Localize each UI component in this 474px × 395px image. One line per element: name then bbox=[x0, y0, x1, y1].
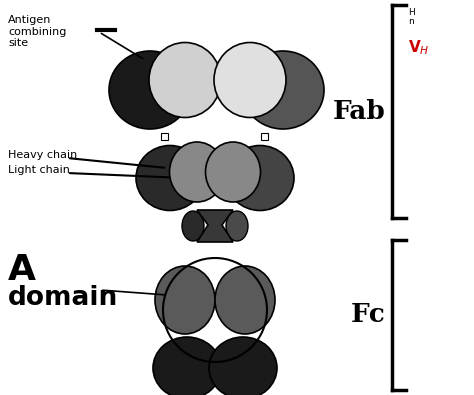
Text: Light chain: Light chain bbox=[8, 165, 70, 175]
Ellipse shape bbox=[214, 43, 286, 117]
Ellipse shape bbox=[149, 43, 221, 117]
Ellipse shape bbox=[153, 337, 221, 395]
Ellipse shape bbox=[209, 337, 277, 395]
Text: Fab: Fab bbox=[333, 99, 386, 124]
Ellipse shape bbox=[226, 145, 294, 211]
Text: Antigen
combining
site: Antigen combining site bbox=[8, 15, 66, 48]
Ellipse shape bbox=[182, 211, 204, 241]
Text: V$_H$: V$_H$ bbox=[408, 39, 429, 57]
Ellipse shape bbox=[226, 211, 248, 241]
Text: H
n: H n bbox=[408, 8, 415, 26]
Text: Heavy chain: Heavy chain bbox=[8, 150, 77, 160]
Ellipse shape bbox=[215, 266, 275, 334]
Text: Fc: Fc bbox=[351, 303, 386, 327]
Bar bbox=[161, 133, 168, 140]
Bar bbox=[261, 133, 268, 140]
Ellipse shape bbox=[170, 142, 225, 202]
PathPatch shape bbox=[197, 210, 233, 242]
Ellipse shape bbox=[155, 266, 215, 334]
Ellipse shape bbox=[109, 51, 191, 129]
Text: A: A bbox=[8, 253, 36, 287]
Ellipse shape bbox=[136, 145, 204, 211]
Text: domain: domain bbox=[8, 285, 118, 311]
Ellipse shape bbox=[206, 142, 261, 202]
Ellipse shape bbox=[242, 51, 324, 129]
